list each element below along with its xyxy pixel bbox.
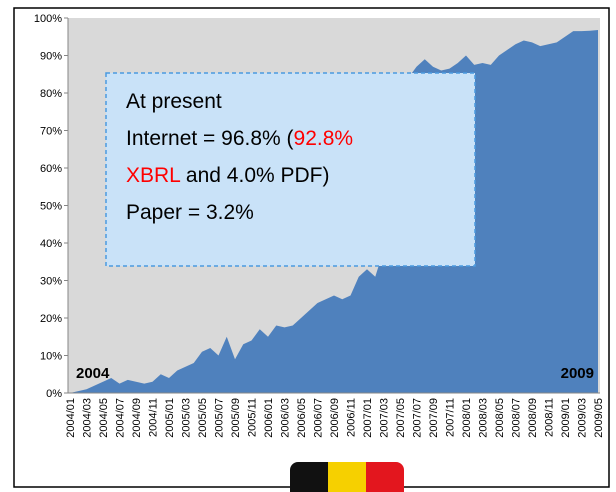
flag xyxy=(290,462,404,492)
x-tick-label: 2004/05 xyxy=(98,398,110,438)
y-tick-label: 90% xyxy=(40,51,62,63)
y-tick-label: 70% xyxy=(40,126,62,138)
annotation-line: XBRL and 4.0% PDF) xyxy=(126,164,330,187)
x-tick-label: 2005/05 xyxy=(197,398,209,438)
annotation-text: 92.8% xyxy=(294,127,354,150)
x-tick-label: 2008/09 xyxy=(527,398,539,438)
y-tick-label: 50% xyxy=(40,201,62,213)
y-tick-label: 20% xyxy=(40,313,62,325)
annotation-text: Paper = 3.2% xyxy=(126,201,254,224)
x-tick-label: 2005/09 xyxy=(230,398,242,438)
x-tick-label: 2005/03 xyxy=(181,398,193,438)
x-tick-label: 2006/05 xyxy=(296,398,308,438)
annotation: At present Internet = 96.8% (92.8% XBRL an… xyxy=(105,72,476,267)
x-tick-label: 2008/05 xyxy=(494,398,506,438)
y-tick-label: 80% xyxy=(40,88,62,100)
x-tick-label: 2004/03 xyxy=(82,398,94,438)
x-tick-label: 2005/07 xyxy=(214,398,226,438)
x-tick-label: 2004/11 xyxy=(148,398,160,437)
x-tick-label: 2009/01 xyxy=(560,398,572,438)
x-tick-label: 2008/07 xyxy=(511,398,523,438)
x-tick-label: 2007/03 xyxy=(379,398,391,438)
annotation-line: Internet = 96.8% (92.8% xyxy=(126,127,353,150)
annotation-line: At present xyxy=(126,90,222,113)
x-tick-label: 2006/01 xyxy=(263,398,275,438)
x-tick-label: 2004/01 xyxy=(65,398,77,438)
y-tick-label: 60% xyxy=(40,163,62,175)
x-tick-label: 2004/07 xyxy=(115,398,127,438)
annotation-box xyxy=(105,72,476,267)
annotation-text: Internet = 96.8% ( xyxy=(126,127,294,150)
x-tick-label: 2007/11 xyxy=(445,398,457,437)
y-tick-label: 30% xyxy=(40,276,62,288)
x-tick-label: 2008/03 xyxy=(478,398,490,438)
x-tick-label: 2009/05 xyxy=(593,398,605,438)
x-tick-label: 2004/09 xyxy=(131,398,143,438)
x-tick-label: 2007/05 xyxy=(395,398,407,438)
x-tick-label: 2006/03 xyxy=(280,398,292,438)
x-tick-label: 2009/03 xyxy=(577,398,589,438)
x-tick-label: 2005/11 xyxy=(247,398,259,437)
y-tick-label: 0% xyxy=(46,388,62,400)
x-tick-label: 2008/11 xyxy=(544,398,556,437)
annotation-text: and 4.0% PDF) xyxy=(180,164,329,187)
x-tick-label: 2007/01 xyxy=(362,398,374,438)
annotation-line: Paper = 3.2% xyxy=(126,201,254,224)
x-tick-label: 2007/09 xyxy=(428,398,440,438)
x-tick-label: 2006/09 xyxy=(329,398,341,438)
y-tick-label: 100% xyxy=(34,13,62,25)
x-tick-label: 2006/11 xyxy=(346,398,358,437)
x-tick-label: 2005/01 xyxy=(164,398,176,438)
end-label: 2009 xyxy=(561,365,594,382)
x-tick-label: 2008/01 xyxy=(461,398,473,438)
annotation-text: At present xyxy=(126,90,222,113)
y-tick-label: 40% xyxy=(40,238,62,250)
start-label: 2004 xyxy=(76,365,110,382)
y-tick-label: 10% xyxy=(40,351,62,363)
x-tick-label: 2007/07 xyxy=(412,398,424,438)
x-tick-label: 2006/07 xyxy=(313,398,325,438)
plot: 0% 10% 20% 30% 40% 50% 60% 70% 80% 90% 100% 2004/01… xyxy=(34,13,605,438)
annotation-text: XBRL xyxy=(126,164,180,187)
